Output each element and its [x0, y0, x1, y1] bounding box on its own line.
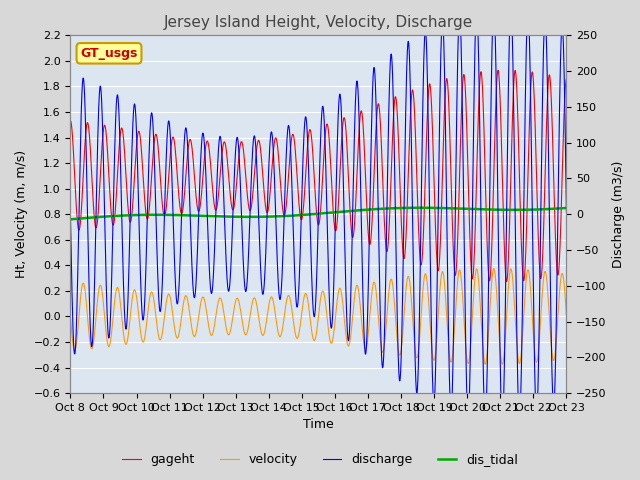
gageht — [502, 279, 510, 285]
gageht — [524, 169, 532, 175]
X-axis label: Time: Time — [303, 419, 333, 432]
discharge — [120, 272, 127, 278]
Y-axis label: Discharge (m3/s): Discharge (m3/s) — [612, 160, 625, 268]
velocity — [494, 313, 502, 319]
gageht — [494, 68, 502, 74]
dis_tidal — [524, 207, 531, 213]
Line: dis_tidal: dis_tidal — [70, 205, 599, 219]
dis_tidal — [67, 216, 74, 222]
velocity — [524, 267, 532, 273]
dis_tidal — [494, 207, 502, 213]
gageht — [234, 171, 241, 177]
velocity — [499, 361, 506, 367]
gageht — [588, 262, 596, 268]
Line: velocity: velocity — [70, 269, 599, 364]
velocity — [367, 307, 374, 312]
Y-axis label: Ht, Velocity (m, m/s): Ht, Velocity (m, m/s) — [15, 150, 28, 278]
discharge — [367, 181, 374, 187]
gageht — [595, 98, 603, 104]
dis_tidal — [595, 203, 603, 208]
discharge — [499, 420, 506, 425]
Legend: gageht, velocity, discharge, dis_tidal: gageht, velocity, discharge, dis_tidal — [117, 448, 523, 471]
Line: discharge: discharge — [70, 6, 599, 422]
Line: gageht: gageht — [70, 70, 599, 282]
velocity — [67, 313, 74, 319]
discharge — [67, 211, 74, 217]
discharge — [490, 3, 498, 9]
Title: Jersey Island Height, Velocity, Discharge: Jersey Island Height, Velocity, Discharg… — [164, 15, 473, 30]
dis_tidal — [120, 213, 127, 218]
velocity — [588, 313, 596, 319]
velocity — [234, 295, 241, 301]
discharge — [494, 208, 502, 214]
discharge — [588, 210, 596, 216]
discharge — [234, 134, 241, 140]
gageht — [494, 67, 502, 73]
Text: GT_usgs: GT_usgs — [80, 47, 138, 60]
dis_tidal — [234, 214, 241, 220]
velocity — [595, 295, 603, 301]
dis_tidal — [367, 206, 374, 212]
gageht — [67, 118, 74, 123]
discharge — [595, 131, 603, 136]
gageht — [120, 132, 127, 138]
dis_tidal — [588, 203, 596, 209]
discharge — [524, 8, 532, 14]
velocity — [120, 328, 127, 334]
velocity — [490, 266, 498, 272]
gageht — [367, 240, 374, 246]
